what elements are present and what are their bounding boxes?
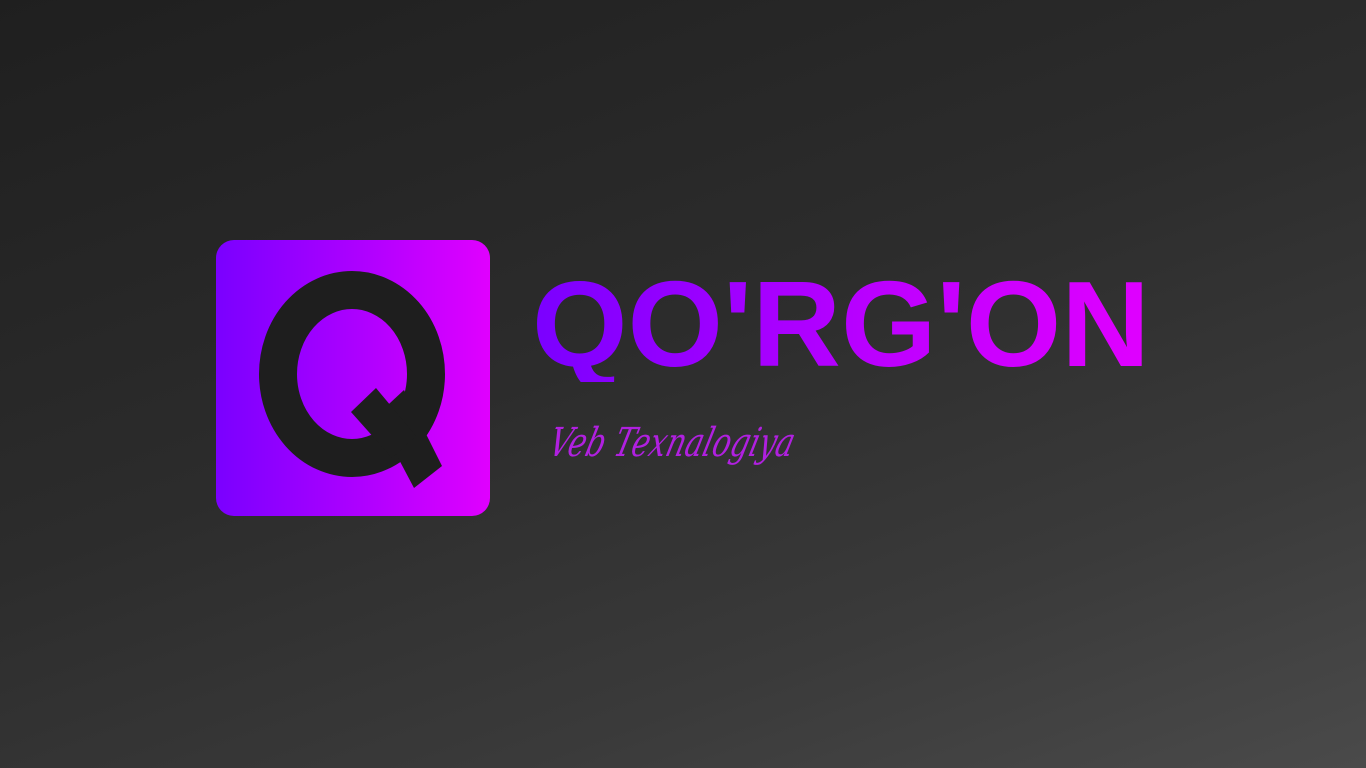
brand-name: QO'RG'ON: [532, 262, 1150, 382]
brand-tagline: Veb Texnalogiya: [546, 419, 800, 466]
q-letter-icon: [259, 271, 445, 488]
brand-wordmark: QO'RG'ON: [532, 262, 1150, 382]
brand-tagline-wrap: Veb Texnalogiya: [546, 419, 800, 466]
logo-mark: [216, 240, 490, 516]
